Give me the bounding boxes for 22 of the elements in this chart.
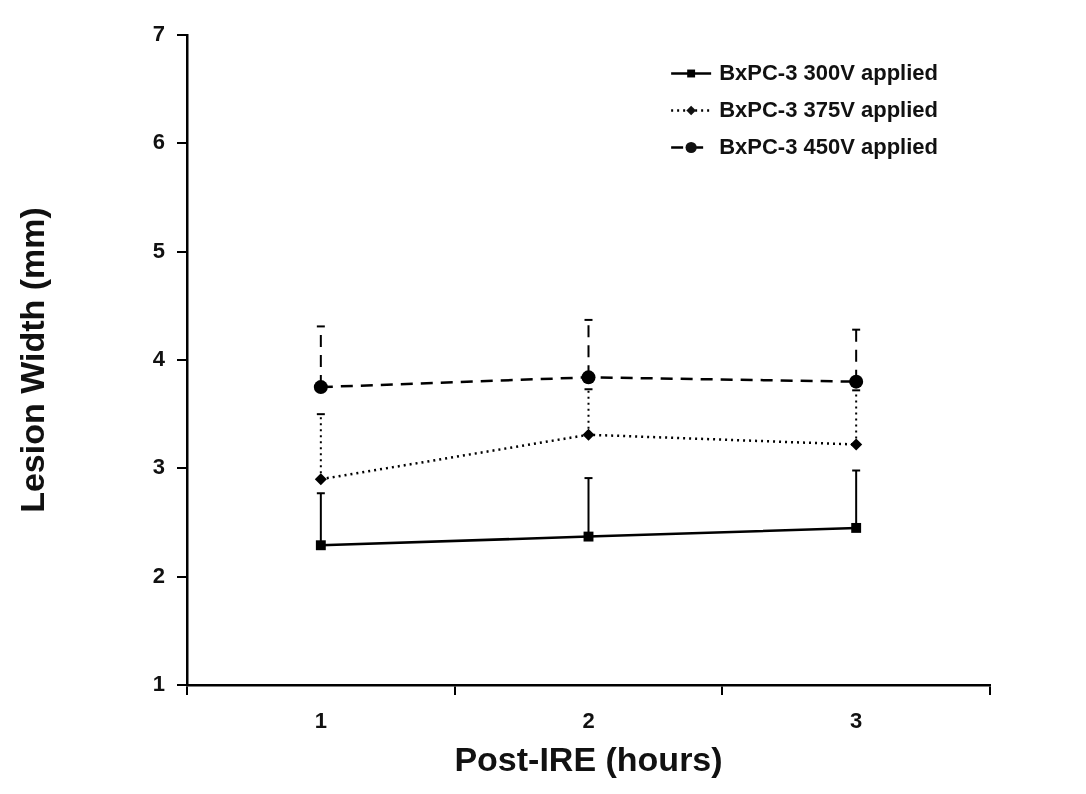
y-tick-label: 1 xyxy=(152,671,165,697)
y-tick-label: 7 xyxy=(152,21,165,47)
point xyxy=(850,438,863,451)
y-tick-label: 2 xyxy=(152,562,165,588)
point xyxy=(315,540,326,551)
x-axis-title: Post-IRE (hours) xyxy=(454,739,723,778)
legend-label: BxPC-3 450V applied xyxy=(719,133,939,159)
point xyxy=(851,522,862,533)
point xyxy=(313,380,328,395)
y-tick-label: 6 xyxy=(152,129,165,155)
legend-label: BxPC-3 375V applied xyxy=(719,96,939,122)
x-tick-label: 3 xyxy=(850,708,863,734)
point xyxy=(314,473,327,486)
y-axis-title: Lesion Width (mm) xyxy=(12,207,51,513)
y-tick-label: 3 xyxy=(152,454,165,480)
y-tick-label: 4 xyxy=(152,346,166,372)
point xyxy=(582,428,595,441)
x-tick-label: 2 xyxy=(582,708,595,734)
y-tick-label: 5 xyxy=(152,237,165,263)
point xyxy=(849,374,864,389)
x-tick-label: 1 xyxy=(314,708,327,734)
legend-label: BxPC-3 300V applied xyxy=(719,59,939,85)
